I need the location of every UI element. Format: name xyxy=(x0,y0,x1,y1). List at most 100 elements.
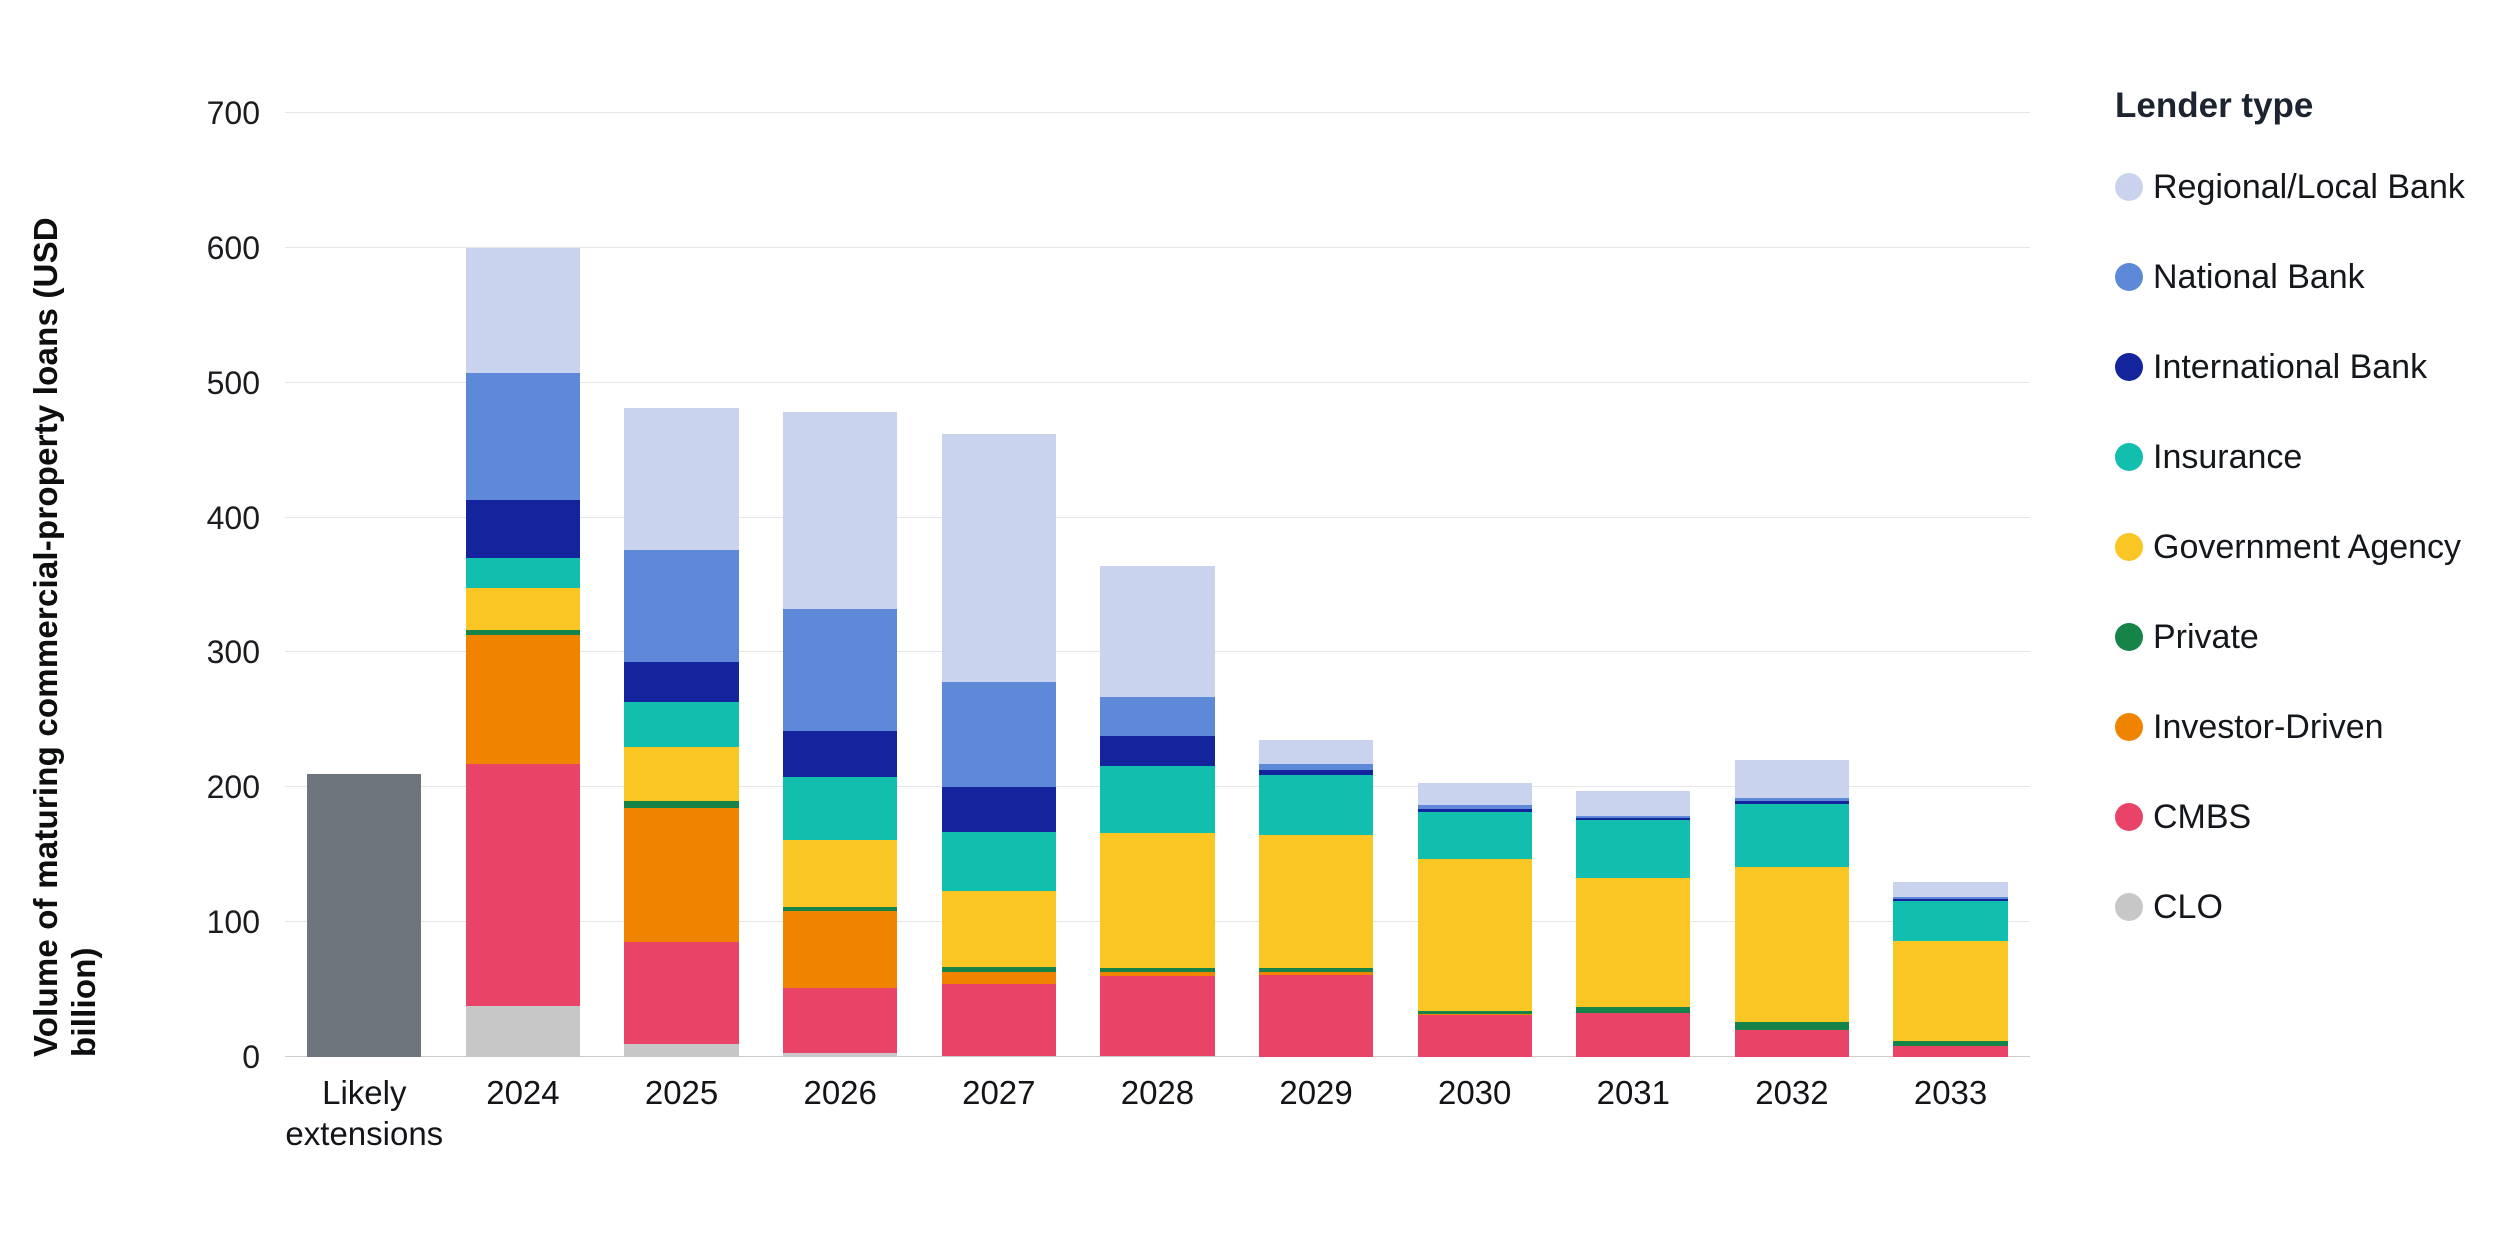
bar-segment xyxy=(1576,1012,1691,1057)
legend-label: CMBS xyxy=(2153,798,2252,836)
bar-segment xyxy=(465,587,581,630)
gridline xyxy=(285,381,2030,383)
bar-segment xyxy=(1417,858,1532,1012)
bar-segment xyxy=(624,661,739,703)
bar-segment xyxy=(941,1055,1056,1057)
bar-segment xyxy=(1100,1055,1215,1057)
y-axis-ticks: 0 100 200 300 400 500 600 700 xyxy=(120,97,260,1073)
legend-title: Lender type xyxy=(2115,86,2314,125)
bar-segment xyxy=(1734,800,1850,804)
legend-swatch-icon xyxy=(2115,803,2143,831)
bar-segment xyxy=(624,807,739,943)
legend-label: Investor-Driven xyxy=(2153,708,2384,746)
bar-column xyxy=(1395,113,1554,1057)
bar-segment xyxy=(941,682,1056,788)
gridline xyxy=(285,112,2030,113)
bar-column xyxy=(920,113,1079,1057)
bar-segment xyxy=(1893,896,2008,900)
x-tick-label: 2029 xyxy=(1279,1074,1353,1111)
bar-segment xyxy=(783,412,898,610)
bar-segment xyxy=(941,891,1056,967)
bar-segment xyxy=(1734,803,1850,867)
bar-segment xyxy=(783,776,898,840)
bar-column xyxy=(444,113,603,1057)
bar-segment xyxy=(1417,811,1532,859)
bar-column xyxy=(1237,113,1396,1057)
bar-column xyxy=(285,113,444,1057)
bar-segment xyxy=(941,984,1056,1056)
y-tick-label: 0 xyxy=(242,1039,260,1075)
legend-items: Regional/Local Bank National Bank Internat… xyxy=(2115,170,2485,980)
bar-segment xyxy=(465,558,581,588)
bar-segment xyxy=(1576,815,1691,819)
bar-segment xyxy=(624,800,739,808)
y-tick-label: 600 xyxy=(206,229,260,266)
bar-segment xyxy=(465,634,581,765)
bar-segment xyxy=(1893,899,2008,901)
bar-segment xyxy=(1417,808,1532,812)
bar-segment xyxy=(1417,804,1532,809)
bar-column xyxy=(1554,113,1713,1057)
bar-segment xyxy=(465,764,581,1006)
legend-label: Insurance xyxy=(2153,438,2303,476)
legend-label: Government Agency xyxy=(2153,528,2462,566)
bar-segment xyxy=(1258,740,1374,765)
bar-segment xyxy=(1258,769,1374,776)
bar-segment xyxy=(1258,834,1374,969)
bar-segment xyxy=(1417,1015,1532,1057)
x-axis-labels: Likely extensions 2024 2025 2026 2027 2028 202… xyxy=(285,1072,2030,1155)
y-axis-title: Volume of maturing commercial-property l… xyxy=(27,217,102,1057)
x-tick-label: 2024 xyxy=(486,1074,560,1111)
legend-swatch-icon xyxy=(2115,533,2143,561)
bar-segment xyxy=(624,408,739,550)
bar-segment xyxy=(1893,941,2008,1041)
legend-label: International Bank xyxy=(2153,348,2428,386)
x-tick-label: 2033 xyxy=(1913,1074,1988,1111)
bar-segment xyxy=(1258,972,1374,975)
bar-column xyxy=(1078,113,1237,1057)
bar-column xyxy=(761,113,920,1057)
legend-swatch-icon xyxy=(2115,263,2143,291)
bar-segment xyxy=(941,966,1056,973)
bar-segment xyxy=(783,609,898,731)
bar-segment xyxy=(1893,900,2008,942)
bar-segment xyxy=(624,746,739,801)
x-tick-label: Likely extensions xyxy=(285,1074,444,1153)
bar-segment xyxy=(1576,791,1691,816)
bar-segment xyxy=(624,942,739,1044)
legend-item: Government Agency xyxy=(2115,530,2485,564)
legend-item: International Bank xyxy=(2115,350,2485,384)
x-tick-label: 2028 xyxy=(1120,1074,1195,1111)
bar-segment xyxy=(783,1052,898,1057)
legend-swatch-icon xyxy=(2115,713,2143,741)
bar-segment xyxy=(1576,877,1691,1008)
legend-swatch-icon xyxy=(2115,353,2143,381)
legend-swatch-icon xyxy=(2115,893,2143,921)
bar-segment xyxy=(1893,1046,2008,1057)
bar-segment xyxy=(1734,760,1850,799)
bar-segment xyxy=(1576,819,1691,878)
x-tick-label: 2032 xyxy=(1755,1074,1829,1111)
bar-segment xyxy=(1100,968,1215,973)
bars xyxy=(285,113,2030,1057)
bar-column xyxy=(1871,113,2030,1057)
bar-segment xyxy=(1258,968,1374,973)
legend-label: National Bank xyxy=(2153,258,2365,296)
bar-segment xyxy=(624,549,739,662)
bar-segment xyxy=(1734,866,1850,1022)
legend-label: Private xyxy=(2153,618,2259,656)
legend-item: Regional/Local Bank xyxy=(2115,170,2485,204)
x-tick-label: 2026 xyxy=(803,1074,877,1111)
bar-segment xyxy=(1100,976,1215,1056)
bar-segment xyxy=(1417,783,1532,805)
bar-segment xyxy=(1258,775,1374,835)
bar-segment xyxy=(465,500,581,559)
bar-segment xyxy=(1734,798,1850,801)
x-tick-label: 2025 xyxy=(644,1074,719,1111)
bar-segment xyxy=(783,911,898,989)
bar-segment xyxy=(783,730,898,777)
legend-item: Private xyxy=(2115,620,2485,654)
bar-segment xyxy=(1100,833,1215,969)
y-tick-label: 100 xyxy=(206,904,260,941)
legend-swatch-icon xyxy=(2115,173,2143,201)
